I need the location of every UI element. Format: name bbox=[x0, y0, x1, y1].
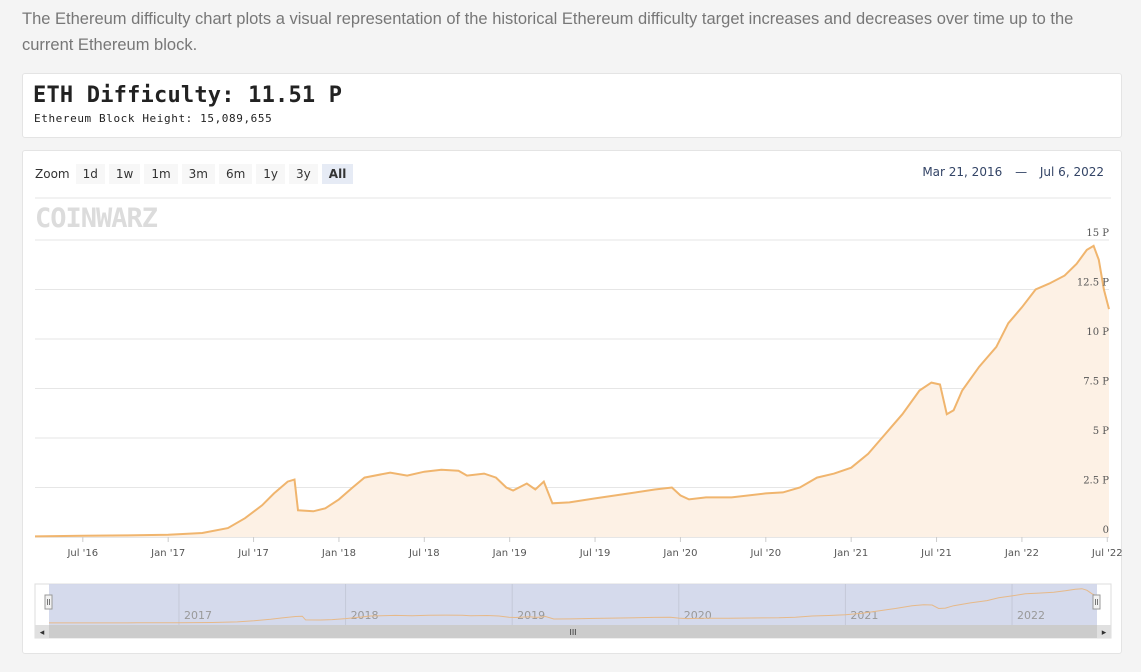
y-tick-label: 15 P bbox=[1086, 228, 1109, 239]
date-range: Mar 21, 2016 — Jul 6, 2022 bbox=[922, 165, 1104, 179]
scrollbar-grip-icon: III bbox=[569, 628, 576, 637]
zoom-bar: Zoom 1d 1w 1m 3m 6m 1y 3y All bbox=[35, 163, 357, 185]
scroll-left-arrow-icon: ◂ bbox=[40, 628, 45, 638]
navigator-year-label: 2021 bbox=[850, 609, 878, 622]
zoom-label: Zoom bbox=[35, 167, 70, 181]
x-tick-label: Jul '20 bbox=[749, 548, 781, 559]
x-tick-label: Jan '18 bbox=[321, 548, 356, 559]
y-tick-label: 10 P bbox=[1086, 327, 1109, 338]
x-tick-label: Jul '18 bbox=[408, 548, 440, 559]
scroll-right-button[interactable] bbox=[1097, 625, 1111, 638]
scroll-right-arrow-icon: ▸ bbox=[1102, 628, 1107, 638]
x-tick-label: Jan '21 bbox=[833, 548, 868, 559]
x-tick-label: Jul '21 bbox=[920, 548, 952, 559]
x-tick-label: Jan '19 bbox=[492, 548, 527, 559]
range-from[interactable]: Mar 21, 2016 bbox=[922, 165, 1003, 179]
navigator-year-label: 2018 bbox=[351, 609, 379, 622]
x-tick-label: Jul '22 bbox=[1091, 548, 1123, 559]
x-tick-label: Jul '19 bbox=[579, 548, 611, 559]
x-tick-label: Jan '22 bbox=[1004, 548, 1039, 559]
zoom-6m-button[interactable]: 6m bbox=[218, 164, 253, 184]
navigator-left-handle[interactable] bbox=[44, 594, 53, 610]
y-tick-label: 12.5 P bbox=[1077, 278, 1109, 289]
zoom-3m-button[interactable]: 3m bbox=[181, 164, 215, 184]
navigator-right-handle[interactable] bbox=[1092, 594, 1101, 610]
zoom-1m-button[interactable]: 1m bbox=[144, 164, 178, 184]
navigator-year-label: 2020 bbox=[684, 609, 712, 622]
chart-card: Zoom 1d 1w 1m 3m 6m 1y 3y All Mar 21, 20… bbox=[22, 150, 1123, 654]
y-tick-label: 2.5 P bbox=[1083, 476, 1109, 487]
zoom-3y-button[interactable]: 3y bbox=[289, 164, 318, 184]
navigator[interactable]: 2017 2018 2019 2020 2021 2022 ◂ ▸ III bbox=[34, 583, 1112, 639]
x-tick-label: Jan '20 bbox=[662, 548, 697, 559]
x-tick-label: Jan '17 bbox=[150, 548, 185, 559]
navigator-year-label: 2019 bbox=[517, 609, 545, 622]
y-tick-label: 0 bbox=[1103, 525, 1109, 536]
x-tick-label: Jul '17 bbox=[237, 548, 269, 559]
block-height: Ethereum Block Height: 15,089,655 bbox=[34, 112, 273, 125]
navigator-series bbox=[49, 588, 1098, 624]
difficulty-line[interactable] bbox=[34, 244, 1110, 538]
zoom-1y-button[interactable]: 1y bbox=[256, 164, 286, 184]
range-to[interactable]: Jul 6, 2022 bbox=[1039, 165, 1104, 179]
zoom-all-button[interactable]: All bbox=[321, 164, 354, 184]
difficulty-card: ETH Difficulty: 11.51 P Ethereum Block H… bbox=[22, 73, 1122, 138]
navigator-year-label: 2022 bbox=[1017, 609, 1045, 622]
navigator-year-label: 2017 bbox=[184, 609, 212, 622]
y-tick-label: 5 P bbox=[1093, 426, 1110, 437]
zoom-1w-button[interactable]: 1w bbox=[108, 164, 141, 184]
y-tick-label: 7.5 P bbox=[1083, 377, 1109, 388]
range-separator: — bbox=[1015, 165, 1028, 179]
x-tick-label: Jul '16 bbox=[66, 548, 98, 559]
difficulty-area bbox=[35, 245, 1109, 537]
scroll-left-button[interactable] bbox=[35, 625, 49, 638]
watermark-logo: COINWARZ bbox=[35, 203, 158, 234]
difficulty-chart: COINWARZ 0 2.5 P 5 P 7.5 P 10 P 12.5 P 15 P Ju… bbox=[34, 197, 1123, 639]
difficulty-title: ETH Difficulty: 11.51 P bbox=[33, 83, 343, 108]
intro-text: The Ethereum difficulty chart plots a vi… bbox=[22, 10, 1074, 54]
scrollbar-thumb[interactable] bbox=[49, 625, 1097, 638]
zoom-1d-button[interactable]: 1d bbox=[75, 164, 105, 184]
